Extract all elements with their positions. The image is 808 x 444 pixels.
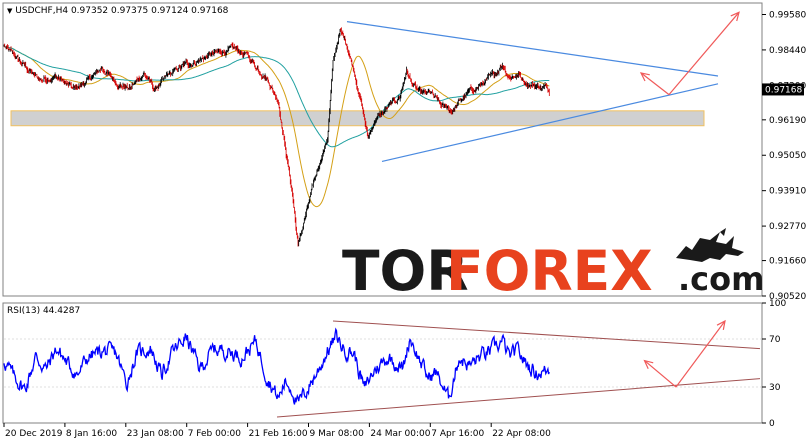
bull-logo-icon [676,228,744,262]
price-forecast-arrow-2-head [639,72,650,82]
price-forecast-arrow-1-head [730,11,740,22]
rsi-axis-label: 70 [769,335,781,345]
price-axis-label: 0.92770 [769,222,806,232]
time-axis-label: 9 Mar 08:00 [310,429,365,439]
watermark: TOR FOREX .com [342,228,764,303]
watermark-part1: TOR [342,239,469,303]
time-axis-label: 22 Apr 08:00 [492,429,551,439]
ma-slow-line [3,45,550,148]
price-axis-label: 0.96190 [769,116,806,126]
rsi-layer [3,319,762,418]
support-zone [10,110,705,127]
price-forecast-arrow-1 [668,11,740,96]
rsi-forecast-arrow-1-head [716,319,726,330]
price-axis-label: 0.95050 [769,151,806,161]
rsi-forecast-arrow-1 [675,320,726,388]
time-axis-label: 7 Feb 00:00 [188,429,242,439]
price-axis-label: 0.98440 [769,46,806,56]
price-axis-label: 0.93910 [769,187,806,197]
triangle-upper-line [346,21,719,77]
rsi-line [3,327,550,405]
current-price-badge: 0.97168 [762,83,804,96]
price-axis-label: 0.91660 [769,257,806,267]
symbol-title-text: USDCHF,H4 0.97352 0.97375 0.97124 0.9716… [15,6,228,16]
time-axis-label: 20 Dec 2019 [5,429,63,439]
current-price-text: 0.97168 [765,85,802,95]
annotations-layer [346,11,740,163]
rsi-forecast-arrow-2 [644,360,677,388]
watermark-part3: .com [678,260,764,298]
time-axis-label: 23 Jan 08:00 [127,429,184,439]
symbol-title: ▼ USDCHF,H4 0.97352 0.97375 0.97124 0.97… [7,6,229,16]
watermark-part2: FOREX [446,239,653,303]
rsi-axis-label: 0 [769,419,775,429]
time-axis-label: 7 Apr 16:00 [431,429,484,439]
rsi-forecast-arrow-2-head [643,359,654,370]
collapse-triangle-icon[interactable]: ▼ [7,7,13,15]
rsi-axis-label: 30 [769,383,781,393]
candles-layer [3,27,550,247]
rsi-channel-lower [276,378,761,418]
main-pane-frame [2,2,763,297]
time-axis-label: 21 Feb 16:00 [249,429,308,439]
price-axis-label: 0.99580 [769,10,806,20]
price-forecast-arrow-2 [640,72,670,96]
time-axis-label: 8 Jan 16:00 [66,429,118,439]
rsi-axis-label: 100 [769,299,786,309]
support-zone-layer [10,110,705,127]
triangle-lower-line [381,83,719,163]
rsi-title: RSI(13) 44.4287 [7,306,80,316]
rsi-channel-upper [332,320,761,350]
price-axis-label: 0.90520 [769,292,806,302]
time-axis-label: 24 Mar 00:00 [370,429,430,439]
